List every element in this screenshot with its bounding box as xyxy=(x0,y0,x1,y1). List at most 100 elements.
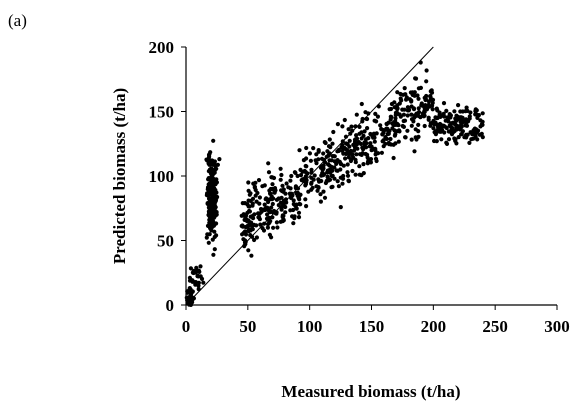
data-point xyxy=(445,115,450,120)
data-point xyxy=(309,175,314,180)
data-point xyxy=(393,110,398,115)
data-point xyxy=(396,139,401,144)
data-point xyxy=(368,131,373,137)
x-ticks: 0 50 100 150 200 250 300 xyxy=(182,305,570,336)
data-point xyxy=(475,137,480,142)
data-point xyxy=(303,170,308,175)
data-point xyxy=(393,116,398,121)
data-point xyxy=(467,140,472,145)
data-point xyxy=(404,97,409,102)
data-point xyxy=(375,114,380,119)
data-point xyxy=(434,139,439,144)
data-point xyxy=(249,253,254,258)
data-point xyxy=(291,207,296,213)
data-point xyxy=(265,225,270,230)
data-point xyxy=(295,173,300,179)
data-point xyxy=(269,205,274,210)
data-point xyxy=(460,120,465,125)
data-point xyxy=(209,225,214,230)
data-point xyxy=(260,184,265,189)
data-point xyxy=(283,210,288,215)
data-point xyxy=(266,199,271,205)
data-point xyxy=(318,199,323,204)
data-point xyxy=(288,178,293,183)
data-point xyxy=(464,123,470,128)
data-point xyxy=(335,122,340,127)
data-point xyxy=(340,148,345,153)
data-point xyxy=(322,195,328,200)
data-point xyxy=(319,173,324,178)
data-point xyxy=(266,217,271,222)
y-tick-label: 150 xyxy=(149,103,175,122)
data-point xyxy=(243,214,248,220)
data-point xyxy=(241,237,246,242)
data-point xyxy=(257,195,262,200)
data-point xyxy=(204,235,209,240)
data-point xyxy=(303,197,308,202)
data-point xyxy=(473,129,478,134)
data-point xyxy=(363,110,368,115)
data-point xyxy=(296,210,302,215)
data-point xyxy=(342,117,347,123)
data-point xyxy=(419,103,424,108)
data-point xyxy=(372,118,377,123)
data-point xyxy=(217,157,222,162)
data-point xyxy=(429,88,434,93)
data-point xyxy=(291,221,296,226)
data-point xyxy=(292,216,297,221)
data-point xyxy=(409,112,414,117)
data-point xyxy=(402,118,408,123)
one-to-one-line xyxy=(185,46,434,306)
data-point xyxy=(381,144,386,149)
data-point xyxy=(386,140,391,145)
data-point xyxy=(256,211,261,216)
data-point xyxy=(413,76,419,81)
data-point xyxy=(206,240,211,245)
data-point xyxy=(275,225,280,230)
data-point xyxy=(293,184,298,189)
data-point xyxy=(196,280,201,285)
data-point xyxy=(209,207,214,213)
data-point xyxy=(280,183,285,188)
data-point xyxy=(416,122,421,127)
data-point xyxy=(452,128,457,134)
data-point xyxy=(330,141,335,146)
data-point xyxy=(274,197,279,202)
data-point xyxy=(345,173,351,178)
data-point xyxy=(422,109,427,114)
data-point xyxy=(439,137,444,142)
data-point xyxy=(413,127,418,132)
data-point xyxy=(374,158,379,164)
data-point xyxy=(346,127,351,132)
data-point xyxy=(297,197,302,202)
data-point xyxy=(206,152,212,158)
data-point xyxy=(372,146,377,152)
data-point xyxy=(267,232,272,237)
x-tick-label: 100 xyxy=(297,317,323,336)
data-point xyxy=(367,144,372,149)
data-point xyxy=(353,160,358,165)
data-point xyxy=(211,138,216,143)
data-point xyxy=(345,170,350,175)
data-point xyxy=(457,126,462,131)
data-point xyxy=(309,167,314,172)
data-point xyxy=(477,132,482,137)
data-point xyxy=(196,274,201,279)
data-point xyxy=(351,148,357,153)
data-point xyxy=(270,182,275,187)
data-point xyxy=(211,162,216,167)
data-point xyxy=(316,185,321,190)
data-point xyxy=(380,132,385,137)
data-point xyxy=(429,121,434,126)
data-point xyxy=(283,191,288,196)
data-point xyxy=(311,146,316,151)
data-point xyxy=(195,268,200,273)
data-point xyxy=(395,90,400,95)
y-tick-label: 100 xyxy=(149,167,175,186)
data-point xyxy=(206,161,211,166)
data-point xyxy=(354,152,359,157)
data-point xyxy=(284,181,289,186)
data-point xyxy=(426,117,431,122)
data-point xyxy=(365,116,370,122)
data-point xyxy=(260,226,265,231)
